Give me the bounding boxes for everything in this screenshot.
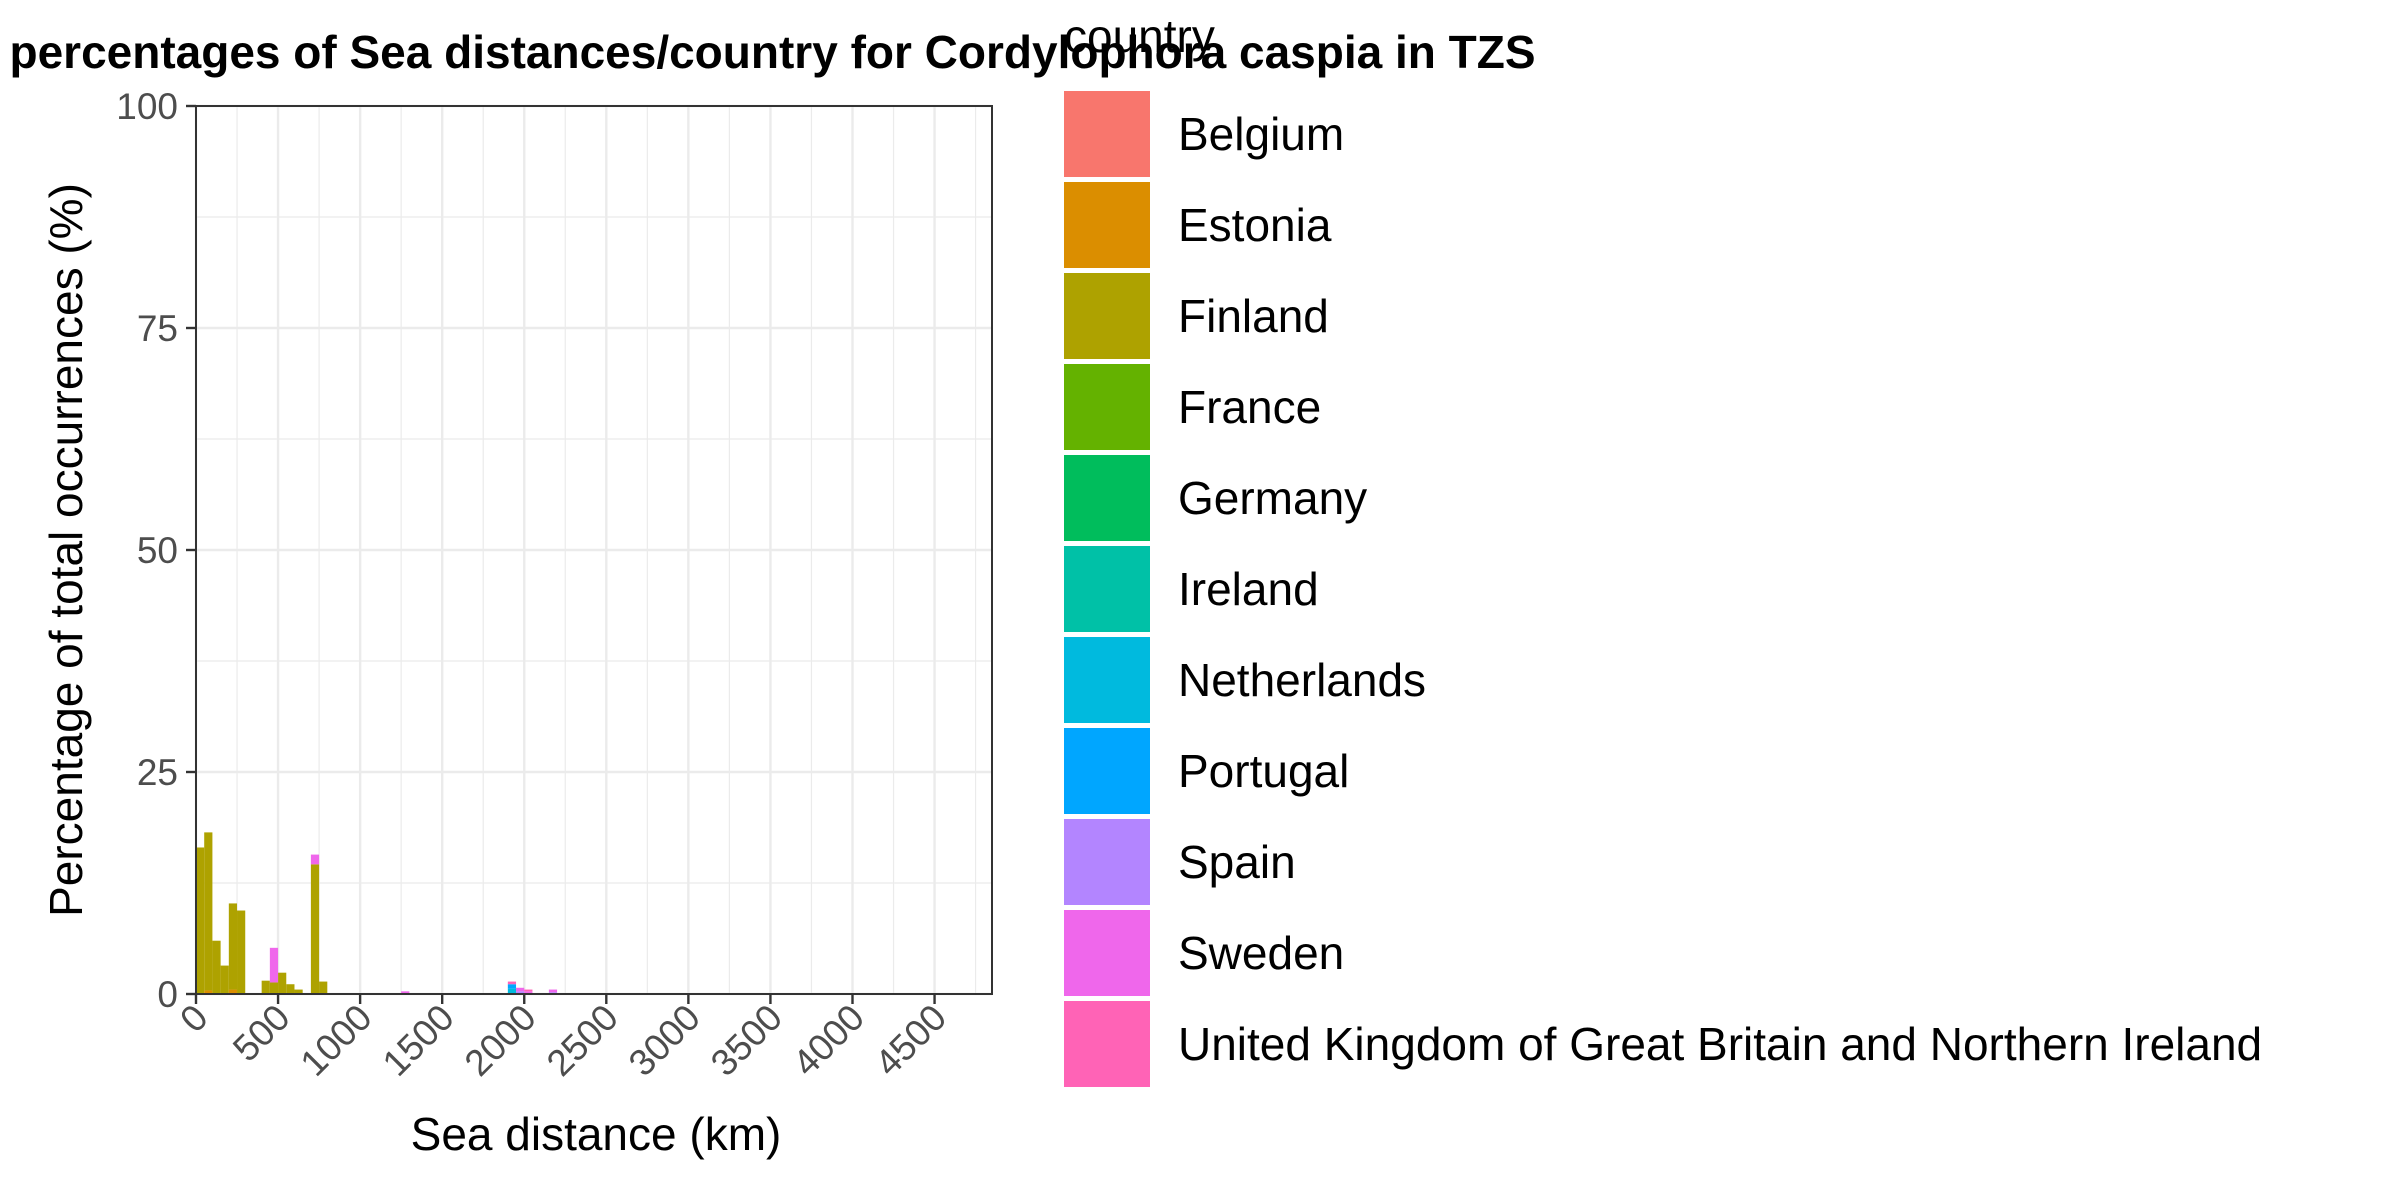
legend-key: [1064, 637, 1150, 723]
legend-label: France: [1178, 381, 1321, 433]
histogram-bar: [507, 984, 517, 989]
legend-label: Finland: [1178, 290, 1329, 342]
x-tick-label: 1500: [375, 997, 462, 1084]
histogram-bar: [204, 832, 213, 991]
histogram-bar: [548, 989, 558, 993]
x-tick-label: 3000: [621, 997, 708, 1084]
legend-label: Spain: [1178, 836, 1296, 888]
histogram-bar: [269, 982, 279, 994]
histogram-bar: [237, 910, 246, 994]
legend-label: Portugal: [1178, 745, 1349, 797]
histogram-bar: [524, 989, 533, 992]
x-tick-label: 0: [172, 997, 216, 1041]
y-tick-label: 75: [137, 308, 178, 349]
x-tick-label: 500: [225, 997, 298, 1070]
histogram-bar: [204, 990, 213, 994]
histogram-bar: [278, 972, 287, 994]
legend-label: Netherlands: [1178, 654, 1426, 706]
histogram-bar: [401, 991, 410, 994]
legend-key: [1064, 364, 1150, 450]
histogram-bar: [220, 965, 229, 994]
y-tick-label: 25: [137, 752, 178, 793]
histogram-bar: [261, 980, 270, 994]
plot-panel: [194, 104, 992, 996]
x-tick-label: 1000: [293, 997, 380, 1084]
chart-title: Histogram with percentages of Sea distan…: [0, 26, 1536, 78]
y-tick-label: 0: [157, 974, 178, 1015]
legend-label: Sweden: [1178, 927, 1344, 979]
legend-key: [1064, 819, 1150, 905]
histogram-bar: [310, 854, 320, 865]
histogram-bar: [524, 991, 533, 994]
histogram-bar: [228, 989, 238, 994]
histogram-bar: [507, 988, 517, 994]
histogram-bar: [286, 984, 295, 994]
legend: country Belgium Estonia Finland France Germa…: [1064, 10, 2262, 1087]
histogram-bar: [228, 903, 238, 990]
x-tick-label: 2500: [539, 997, 626, 1084]
x-tick-label: 4000: [785, 997, 872, 1084]
legend-label: Germany: [1178, 472, 1367, 524]
x-tick-label: 3500: [703, 997, 790, 1084]
y-axis-title: Percentage of total occurrences (%): [40, 183, 92, 917]
histogram-bar: [196, 847, 205, 994]
legend-key: [1064, 910, 1150, 996]
histogram-bar: [319, 981, 328, 994]
x-axis-title: Sea distance (km): [411, 1108, 782, 1160]
x-tick-label: 2000: [457, 997, 544, 1084]
x-tick-label: 4500: [867, 997, 954, 1084]
histogram-bar: [310, 864, 320, 994]
histogram-bar: [294, 989, 303, 994]
bars-layer: [196, 832, 558, 994]
legend-key: [1064, 1001, 1150, 1087]
legend-key: [1064, 273, 1150, 359]
histogram-bar: [516, 991, 525, 994]
histogram-bar: [212, 940, 221, 994]
y-tick-label: 100: [116, 86, 178, 127]
legend-key: [1064, 728, 1150, 814]
legend-label: Estonia: [1178, 199, 1332, 251]
y-tick-label: 50: [137, 530, 178, 571]
histogram-bar: [269, 947, 279, 983]
legend-key: [1064, 91, 1150, 177]
histogram-bar: [507, 981, 517, 985]
legend-label: Ireland: [1178, 563, 1319, 615]
legend-title: country: [1064, 10, 1215, 62]
legend-label: United Kingdom of Great Britain and Nort…: [1178, 1018, 2262, 1070]
legend-key: [1064, 546, 1150, 632]
legend-key: [1064, 455, 1150, 541]
histogram-bar: [516, 987, 525, 992]
legend-key: [1064, 182, 1150, 268]
legend-label: Belgium: [1178, 108, 1344, 160]
